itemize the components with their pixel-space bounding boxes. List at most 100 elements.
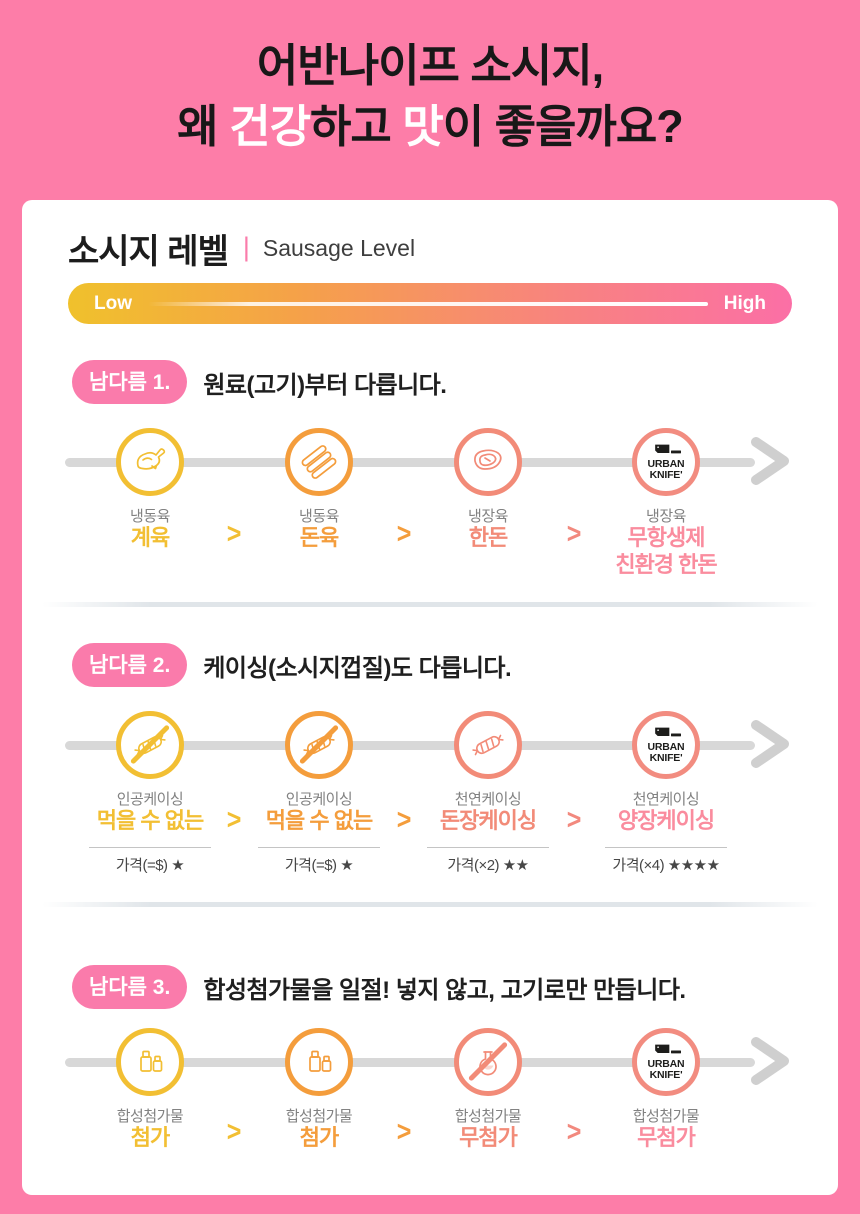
logo-text: URBAN KNIFE' — [647, 1058, 685, 1081]
price-divider — [427, 847, 549, 848]
chevron-right-icon: > — [566, 803, 582, 837]
item-value: 돈육 — [299, 525, 339, 550]
item-label: 합성첨가물 — [285, 1108, 353, 1125]
item-label: 인공케이싱 — [116, 791, 184, 808]
chevron-right-icon: > — [396, 803, 412, 837]
section2-heading: 케이싱(소시지껍질)도 다릅니다. — [203, 654, 512, 682]
timeline-track — [65, 1058, 755, 1067]
title-separator: | — [242, 232, 250, 262]
logo-text: URBAN KNIFE' — [647, 458, 685, 481]
additives-icon — [285, 1028, 353, 1096]
urban-knife-logo: URBAN KNIFE' — [632, 428, 700, 496]
content-card: 소시지 레벨 | Sausage Level Low High 남다름 1. 원… — [22, 200, 838, 1195]
chevron-right-icon: > — [226, 803, 242, 837]
chevron-right-icon: > — [566, 1115, 582, 1149]
level-gradient-bar: Low High — [68, 283, 792, 324]
section-divider — [42, 902, 818, 907]
chevron-right-icon: > — [226, 517, 242, 551]
item-label: 인공케이싱 — [285, 791, 353, 808]
arrow-right-icon — [748, 718, 796, 770]
item-value: 첨가 — [130, 1125, 170, 1150]
item-value: 먹을 수 없는 — [265, 808, 373, 833]
item-value: 무첨가 — [637, 1125, 696, 1150]
level-bar-line — [148, 301, 708, 306]
level-title-english: Sausage Level — [262, 235, 416, 261]
page-title: 어반나이프 소시지, 왜 건강하고 맛이 좋을까요? — [0, 36, 860, 158]
timeline-item: 천연케이싱 돈장케이싱 가격(×2) ★★ — [413, 711, 563, 874]
cleaver-icon — [655, 1044, 681, 1054]
item-value: 먹을 수 없는 — [96, 808, 204, 833]
item-value: 돈장케이싱 — [439, 808, 537, 833]
high-label: High — [723, 292, 766, 314]
timeline-track — [65, 741, 755, 750]
timeline-item: URBAN KNIFE' 냉장육 무항생제 친환경 한돈 — [591, 428, 741, 577]
chicken-icon — [116, 428, 184, 496]
urban-knife-logo: URBAN KNIFE' — [632, 1028, 700, 1096]
item-price: 가격(×2) ★★ — [447, 857, 529, 874]
no-sausage-icon — [285, 711, 353, 779]
section-divider — [42, 602, 818, 607]
item-price: 가격(=$) ★ — [115, 857, 185, 874]
timeline-item: 냉동육 돈육 — [244, 428, 394, 550]
timeline-item: 합성첨가물 첨가 — [244, 1028, 394, 1150]
bacon-icon — [285, 428, 353, 496]
section2-timeline: 인공케이싱 먹을 수 없는 가격(=$) ★ > 인공케이싱 먹을 수 없는 — [22, 711, 838, 896]
section3-timeline: 합성첨가물 첨가 > 합성첨가물 첨가 > — [22, 1028, 838, 1168]
section2-header: 남다름 2. 케이싱(소시지껍질)도 다릅니다. — [72, 643, 512, 687]
item-label: 냉동육 — [299, 508, 339, 525]
section3-header: 남다름 3. 합성첨가물을 일절! 넣지 않고, 고기로만 만듭니다. — [72, 965, 686, 1009]
item-value: 계육 — [130, 525, 170, 550]
no-sausage-icon — [116, 711, 184, 779]
price-divider — [89, 847, 211, 848]
item-label: 천연케이싱 — [454, 791, 522, 808]
item-price: 가격(=$) ★ — [284, 857, 354, 874]
price-divider — [258, 847, 380, 848]
steak-icon — [454, 428, 522, 496]
item-value: 무항생제 친환경 한돈 — [615, 525, 717, 577]
item-value: 첨가 — [299, 1125, 339, 1150]
chevron-right-icon: > — [566, 517, 582, 551]
timeline-item: 인공케이싱 먹을 수 없는 가격(=$) ★ — [244, 711, 394, 874]
title-accent-health: 건강 — [229, 100, 311, 152]
timeline-item: 합성첨가물 무첨가 — [413, 1028, 563, 1150]
item-label: 냉동육 — [130, 508, 170, 525]
level-title-korean: 소시지 레벨 — [68, 233, 229, 271]
chevron-right-icon: > — [226, 1115, 242, 1149]
timeline-item: 냉동육 계육 — [75, 428, 225, 550]
arrow-right-icon — [748, 1035, 796, 1087]
cleaver-icon — [655, 727, 681, 737]
section3-badge: 남다름 3. — [72, 965, 188, 1009]
timeline-item: 냉장육 한돈 — [413, 428, 563, 550]
section1-timeline: 냉동육 계육 > 냉동육 돈육 > — [22, 428, 838, 598]
urban-knife-logo: URBAN KNIFE' — [632, 711, 700, 779]
sausage-level-header: 소시지 레벨 | Sausage Level — [68, 224, 415, 273]
section1-heading: 원료(고기)부터 다릅니다. — [203, 371, 447, 399]
item-value: 한돈 — [468, 525, 508, 550]
item-value: 무첨가 — [459, 1125, 518, 1150]
chevron-right-icon: > — [396, 517, 412, 551]
item-label: 냉장육 — [646, 508, 686, 525]
logo-text: URBAN KNIFE' — [647, 741, 685, 764]
sausage-icon — [454, 711, 522, 779]
section1-header: 남다름 1. 원료(고기)부터 다릅니다. — [72, 360, 447, 404]
page-title-line1: 어반나이프 소시지, — [256, 40, 604, 91]
page-title-line2: 왜 건강하고 맛이 좋을까요? — [177, 100, 683, 152]
arrow-right-icon — [748, 435, 796, 487]
timeline-track — [65, 458, 755, 467]
cleaver-icon — [655, 444, 681, 454]
item-label: 합성첨가물 — [116, 1108, 184, 1125]
section1-badge: 남다름 1. — [72, 360, 188, 404]
item-label: 합성첨가물 — [454, 1108, 522, 1125]
title-accent-taste: 맛 — [402, 100, 443, 152]
price-divider — [605, 847, 727, 848]
item-label: 천연케이싱 — [632, 791, 700, 808]
item-label: 냉장육 — [468, 508, 508, 525]
additives-icon — [116, 1028, 184, 1096]
timeline-item: 합성첨가물 첨가 — [75, 1028, 225, 1150]
section3-heading: 합성첨가물을 일절! 넣지 않고, 고기로만 만듭니다. — [203, 976, 686, 1004]
low-label: Low — [94, 292, 132, 314]
no-additives-icon — [454, 1028, 522, 1096]
chevron-right-icon: > — [396, 1115, 412, 1149]
item-label: 합성첨가물 — [632, 1108, 700, 1125]
item-price: 가격(×4) ★★★★ — [612, 857, 720, 874]
